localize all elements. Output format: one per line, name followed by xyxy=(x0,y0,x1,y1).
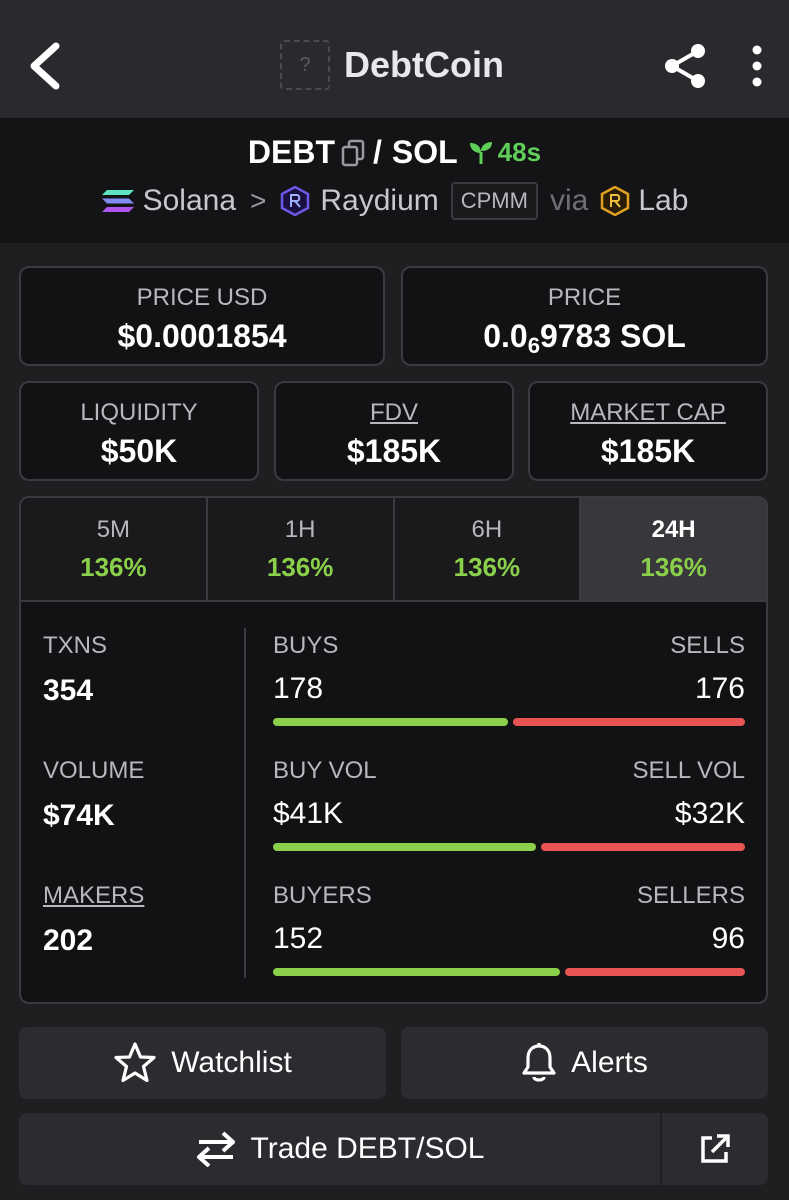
market-cap-label[interactable]: MARKET CAP xyxy=(570,399,726,426)
launchpad-name[interactable]: Lab xyxy=(638,184,689,217)
sell-bar xyxy=(540,843,745,851)
tab-1h[interactable]: 1H 136% xyxy=(207,498,395,600)
price-native-label: PRICE xyxy=(547,284,622,311)
sells-label: SELLS xyxy=(670,632,745,659)
price-native-value: 0.069783 SOL xyxy=(483,318,686,358)
liquidity-label: LIQUIDITY xyxy=(80,399,198,426)
price-usd-value: $0.0001854 xyxy=(117,318,287,354)
buys-value: 178 xyxy=(273,672,324,705)
tab-label: 24H xyxy=(651,516,696,543)
via-label: via xyxy=(549,184,589,217)
stats-divider xyxy=(244,628,246,978)
buyers-sellers-split: BUYERS SELLERS 152 96 xyxy=(273,882,745,976)
buyers-value: 152 xyxy=(273,922,324,955)
tab-6h[interactable]: 6H 136% xyxy=(394,498,582,600)
sell-bar xyxy=(564,968,745,976)
price-native-card: PRICE 0.069783 SOL xyxy=(401,266,768,366)
tab-change: 136% xyxy=(266,552,334,582)
sells-value: 176 xyxy=(694,672,745,705)
sell-bar xyxy=(512,718,745,726)
tab-change: 136% xyxy=(80,552,147,582)
makers-stat[interactable]: MAKERS 202 xyxy=(43,882,144,958)
buy-sell-volume-bar xyxy=(273,843,745,851)
watchlist-label: Watchlist xyxy=(171,1046,292,1079)
top-bar xyxy=(0,0,789,118)
sellers-label: SELLERS xyxy=(636,882,745,909)
watchlist-button[interactable]: Watchlist xyxy=(19,1027,386,1099)
quote-token-symbol: SOL xyxy=(391,134,458,170)
pair-info-bar xyxy=(0,118,789,243)
volume-value: $74K xyxy=(43,799,115,832)
tab-label: 5M xyxy=(96,516,131,543)
sell-vol-value: $32K xyxy=(674,797,745,830)
buy-sell-volume-split: BUY VOL SELL VOL $41K $32K xyxy=(273,757,745,851)
buyers-label: BUYERS xyxy=(273,882,372,909)
pair-age: 48s xyxy=(497,137,542,167)
liquidity-card: LIQUIDITY $50K xyxy=(19,381,259,481)
txns-stat: TXNS 354 xyxy=(43,632,107,708)
solana-icon xyxy=(101,190,134,212)
market-cap-card[interactable]: MARKET CAP $185K xyxy=(528,381,768,481)
sellers-value: 96 xyxy=(711,922,745,955)
chevron-right-icon: > xyxy=(250,185,267,216)
tab-24h[interactable]: 24H 136% xyxy=(581,498,766,600)
buys-label: BUYS xyxy=(273,632,339,659)
price-usd-label: PRICE USD xyxy=(136,284,268,311)
pair-line: DEBT / SOL 48s xyxy=(0,134,789,171)
market-cap-value: $185K xyxy=(600,433,696,469)
fdv-label[interactable]: FDV xyxy=(370,399,418,426)
tab-5m[interactable]: 5M 136% xyxy=(21,498,208,600)
chain-name[interactable]: Solana xyxy=(142,184,237,217)
buy-vol-value: $41K xyxy=(273,797,344,830)
page-title: DebtCoin xyxy=(344,44,504,85)
sprout-icon xyxy=(469,141,492,164)
lab-icon xyxy=(601,186,630,216)
txns-value: 354 xyxy=(43,674,94,707)
buys-sells-bar xyxy=(273,718,745,726)
trade-label: Trade DEBT/SOL xyxy=(250,1132,485,1165)
tab-change: 136% xyxy=(453,552,521,582)
raydium-icon xyxy=(281,186,310,216)
dex-name[interactable]: Raydium xyxy=(320,184,439,217)
fdv-card[interactable]: FDV $185K xyxy=(274,381,514,481)
volume-stat: VOLUME $74K xyxy=(43,757,144,833)
buy-bar xyxy=(273,968,560,976)
buy-bar xyxy=(273,843,536,851)
makers-label[interactable]: MAKERS xyxy=(43,882,145,909)
buys-sells-split: BUYS SELLS 178 176 xyxy=(273,632,745,726)
timeframe-tabs: 5M 136% 1H 136% 6H 136% 24H 136% xyxy=(21,498,766,602)
star-icon xyxy=(114,1042,156,1083)
chain-dex-line: Solana > Raydium CPMM via Lab xyxy=(0,182,789,220)
txns-label: TXNS xyxy=(43,632,108,659)
more-options-icon[interactable] xyxy=(745,42,769,90)
trade-button[interactable]: Trade DEBT/SOL xyxy=(19,1113,660,1185)
bell-icon xyxy=(522,1043,556,1082)
external-link-button[interactable] xyxy=(660,1113,768,1185)
pool-type-badge: CPMM xyxy=(450,182,538,220)
buyers-sellers-bar xyxy=(273,968,745,976)
sell-vol-label: SELL VOL xyxy=(632,757,745,784)
base-token-symbol: DEBT xyxy=(247,134,336,170)
buy-bar xyxy=(273,718,508,726)
back-arrow-icon[interactable] xyxy=(22,38,66,94)
pair-slash: / xyxy=(373,134,382,170)
tab-change: 136% xyxy=(640,552,707,582)
token-image-placeholder: ? xyxy=(280,40,330,90)
tab-label: 6H xyxy=(471,516,503,543)
copy-icon[interactable] xyxy=(341,139,365,167)
fdv-value: $185K xyxy=(346,433,442,469)
buy-vol-label: BUY VOL xyxy=(273,757,377,784)
volume-label: VOLUME xyxy=(43,757,145,784)
share-icon[interactable] xyxy=(662,42,708,90)
liquidity-value: $50K xyxy=(100,433,178,469)
swap-icon xyxy=(196,1131,235,1167)
price-usd-card: PRICE USD $0.0001854 xyxy=(19,266,385,366)
alerts-button[interactable]: Alerts xyxy=(401,1027,768,1099)
makers-value: 202 xyxy=(43,924,94,957)
stats-panel: 5M 136% 1H 136% 6H 136% 24H 136% TXNS 35… xyxy=(19,496,768,1004)
header-title-group: ? DebtCoin xyxy=(280,38,504,92)
tab-label: 1H xyxy=(284,516,316,543)
alerts-label: Alerts xyxy=(571,1046,648,1079)
external-link-icon xyxy=(701,1134,730,1163)
